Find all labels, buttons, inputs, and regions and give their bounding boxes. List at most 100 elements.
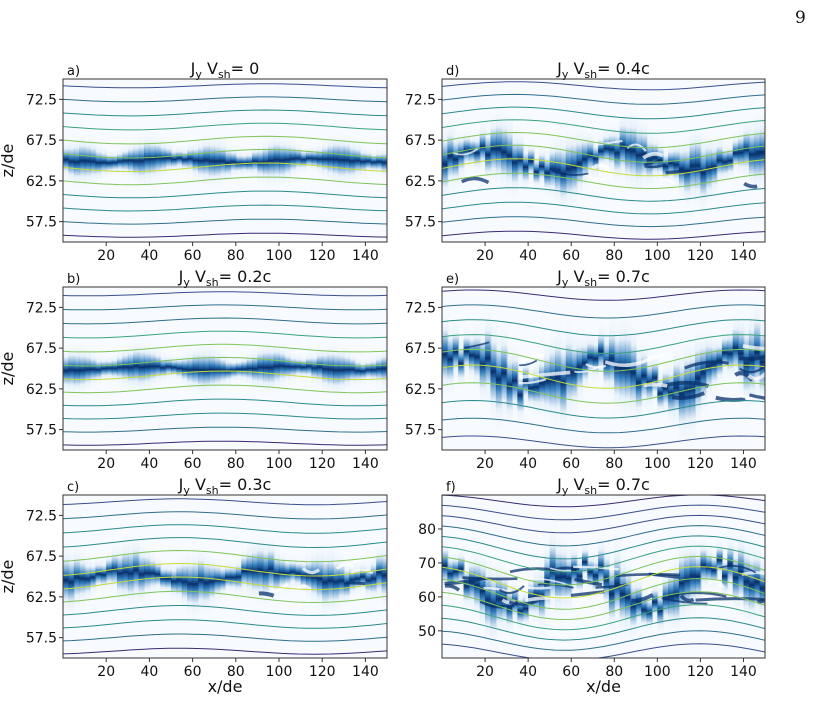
sheet-slice xyxy=(700,533,707,598)
sheet-slice xyxy=(662,357,670,420)
sheet-slice xyxy=(279,340,286,392)
filament xyxy=(643,159,662,166)
field-line xyxy=(63,619,387,629)
sheet-slice xyxy=(73,132,81,192)
x-tick-label: 20 xyxy=(476,664,494,680)
sheet-slice xyxy=(181,144,189,175)
sheet-slice xyxy=(635,333,643,432)
sheet-slice xyxy=(230,355,237,385)
field-line xyxy=(63,232,387,238)
filament xyxy=(743,181,758,189)
sheet-slice xyxy=(635,109,643,201)
sheet-slice xyxy=(678,134,686,204)
field-line xyxy=(442,417,765,434)
filament xyxy=(644,163,667,169)
sheet-slice xyxy=(732,129,740,177)
sheet-slice xyxy=(695,118,702,214)
sheet-slice xyxy=(187,140,194,177)
sheet-slice xyxy=(106,354,113,383)
sheet-slice xyxy=(311,348,318,388)
sheet-slice xyxy=(273,129,280,191)
field-line xyxy=(442,144,765,163)
sheet-slice xyxy=(571,122,578,214)
field-line xyxy=(63,576,387,591)
sheet-slice xyxy=(284,552,291,595)
sheet-slice xyxy=(608,546,616,641)
filament xyxy=(460,176,490,185)
sheet-slice xyxy=(533,355,540,419)
sheet-slice xyxy=(127,138,135,183)
x-tick-label: 80 xyxy=(227,248,245,264)
x-tick-label: 120 xyxy=(687,456,714,472)
sheet-slice xyxy=(165,139,172,177)
sheet-slice xyxy=(63,137,70,183)
field-line xyxy=(442,334,765,354)
field-line xyxy=(442,604,765,631)
sheet-slice xyxy=(295,140,302,177)
sheet-slice xyxy=(522,352,530,410)
sheet-slice xyxy=(333,129,340,189)
filament xyxy=(668,591,727,598)
plot-frame xyxy=(62,286,388,451)
sheet-slice xyxy=(327,132,334,186)
sheet-slice xyxy=(198,540,205,620)
filament xyxy=(695,597,765,602)
sheet-slice xyxy=(468,548,476,617)
y-tick-label: 67.5 xyxy=(26,341,57,357)
sheet-slice xyxy=(306,144,313,173)
sheet-slice xyxy=(192,341,199,398)
plot-area xyxy=(442,495,765,658)
sheet-slice xyxy=(603,125,610,172)
sheet-slice xyxy=(370,353,378,386)
x-tick-label: 140 xyxy=(352,456,379,472)
field-line xyxy=(63,426,387,433)
sheet-slice xyxy=(538,143,546,190)
sheet-slice xyxy=(144,128,151,190)
sheet-slice xyxy=(171,144,178,175)
sheet-slice xyxy=(501,104,508,200)
sheet-slice xyxy=(565,539,573,618)
sheet-slice xyxy=(176,352,183,385)
x-tick-label: 100 xyxy=(266,248,293,264)
sheet-slice xyxy=(284,345,291,388)
sheet-slice xyxy=(479,118,487,175)
sheet-slice xyxy=(630,316,637,430)
filament xyxy=(615,572,680,578)
sheet-slice xyxy=(144,541,151,605)
sheet-slice xyxy=(495,554,503,645)
sheet-slice xyxy=(208,130,216,192)
filament xyxy=(498,585,525,595)
sheet-slice xyxy=(138,131,145,191)
field-line xyxy=(442,545,765,573)
sheet-slice xyxy=(727,322,734,385)
x-tick-label: 40 xyxy=(519,456,537,472)
sheet-slice xyxy=(133,530,140,610)
field-line xyxy=(442,158,765,177)
sheet-slice xyxy=(349,348,356,391)
sheet-slice xyxy=(738,524,745,619)
sheet-slice xyxy=(479,317,487,412)
y-axis-label: z/de xyxy=(0,560,17,594)
x-tick-label: 20 xyxy=(476,248,494,264)
sheet-slice xyxy=(289,136,297,182)
sheet-slice xyxy=(732,536,740,619)
sheet-slice xyxy=(165,559,172,598)
current-sheet xyxy=(63,530,387,625)
sheet-slice xyxy=(90,348,97,391)
filament xyxy=(738,393,755,401)
sheet-slice xyxy=(463,558,470,615)
sheet-slice xyxy=(360,356,367,386)
sheet-slice xyxy=(90,134,97,188)
sheet-slice xyxy=(171,353,178,382)
x-tick-label: 140 xyxy=(352,248,379,264)
field-line xyxy=(63,605,387,616)
panel-label: d) xyxy=(446,64,459,79)
sheet-slice xyxy=(73,340,81,402)
field-line xyxy=(63,162,387,173)
y-tick-label: 57.5 xyxy=(26,215,57,231)
sheet-slice xyxy=(748,535,756,634)
sheet-slice xyxy=(721,325,729,381)
field-line xyxy=(63,109,387,117)
panel-label: c) xyxy=(67,480,79,495)
sheet-slice xyxy=(181,349,189,389)
